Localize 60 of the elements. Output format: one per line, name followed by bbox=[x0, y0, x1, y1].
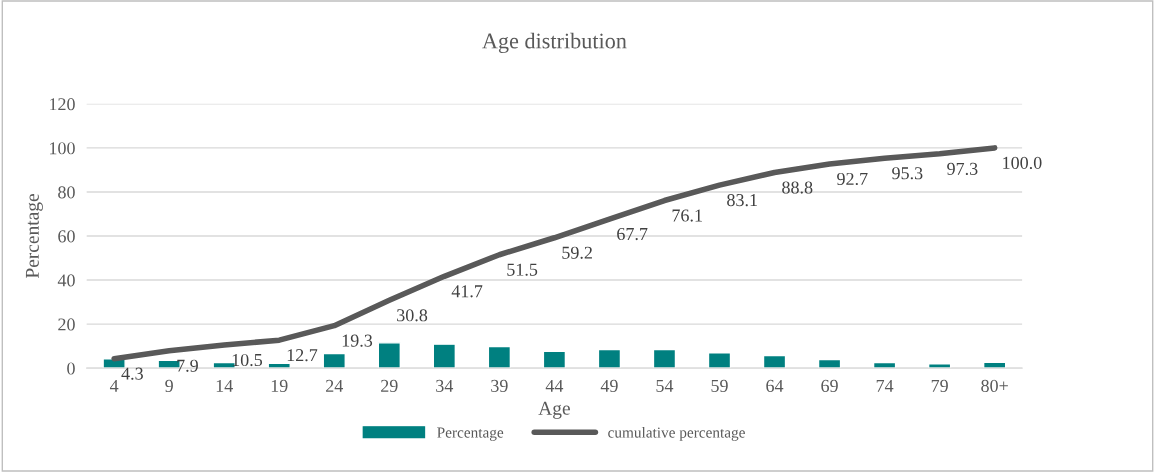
data-label: 95.3 bbox=[892, 167, 923, 180]
legend-label: cumulative percentage bbox=[608, 426, 745, 441]
data-label: 92.7 bbox=[837, 172, 868, 186]
x-tick-label: 79 bbox=[931, 379, 948, 392]
y-tick-label: 100 bbox=[50, 142, 75, 155]
bar bbox=[872, 361, 897, 369]
data-label: 10.5 bbox=[232, 353, 263, 367]
y-tick-label: 20 bbox=[58, 318, 75, 331]
bar bbox=[817, 358, 842, 369]
y-tick-label: 120 bbox=[50, 98, 75, 111]
x-tick-label: 54 bbox=[656, 379, 674, 392]
data-label: 12.7 bbox=[287, 349, 318, 362]
data-label: 4.3 bbox=[121, 367, 143, 380]
x-tick-label: 24 bbox=[326, 379, 344, 392]
bar bbox=[762, 354, 787, 369]
data-label: 76.1 bbox=[672, 209, 702, 222]
x-tick-label: 59 bbox=[711, 379, 728, 392]
bar bbox=[982, 361, 1007, 369]
legend-label: Percentage bbox=[437, 427, 504, 441]
x-tick-label: 19 bbox=[271, 379, 288, 392]
x-tick-label: 14 bbox=[216, 379, 233, 392]
bar bbox=[267, 362, 291, 369]
data-label: 67.7 bbox=[617, 227, 648, 241]
x-tick-label: 44 bbox=[545, 379, 564, 392]
x-tick-label: 39 bbox=[491, 379, 508, 392]
data-label: 88.8 bbox=[782, 181, 813, 194]
x-tick-label: 9 bbox=[165, 379, 173, 392]
bar bbox=[322, 352, 346, 369]
x-tick-label: 80+ bbox=[981, 379, 1008, 392]
x-tick-label: 69 bbox=[821, 379, 838, 392]
data-label: 19.3 bbox=[342, 334, 373, 347]
x-tick-label: 29 bbox=[381, 379, 398, 392]
y-tick-label: 80 bbox=[58, 186, 75, 199]
x-tick-label: 4 bbox=[109, 379, 119, 392]
x-tick-label: 49 bbox=[600, 379, 618, 392]
data-label: 100.0 bbox=[1003, 156, 1042, 170]
y-tick-label: 60 bbox=[58, 230, 75, 243]
bar bbox=[487, 345, 512, 369]
x-axis-title: Age bbox=[538, 401, 570, 419]
y-tick-label: 40 bbox=[57, 274, 75, 287]
data-label: 7.9 bbox=[177, 359, 198, 372]
x-tick-label: 74 bbox=[876, 379, 894, 392]
y-axis-title: Percentage bbox=[25, 194, 43, 279]
data-label: 83.1 bbox=[727, 193, 757, 207]
x-tick-label: 64 bbox=[766, 379, 784, 392]
data-label: 30.8 bbox=[397, 309, 428, 322]
data-label: 51.5 bbox=[507, 263, 538, 276]
data-label: 41.7 bbox=[451, 285, 483, 298]
bar bbox=[927, 363, 952, 369]
bar bbox=[542, 350, 567, 369]
bar bbox=[652, 348, 677, 369]
bar bbox=[377, 342, 402, 369]
bar bbox=[597, 348, 622, 369]
data-label: 97.3 bbox=[947, 162, 978, 175]
data-label: 59.2 bbox=[562, 246, 592, 259]
bar bbox=[707, 352, 732, 369]
y-tick-label: 0 bbox=[67, 362, 75, 375]
x-tick-label: 34 bbox=[436, 379, 454, 392]
chart-title: Age distribution bbox=[482, 32, 627, 54]
bar bbox=[432, 343, 457, 369]
